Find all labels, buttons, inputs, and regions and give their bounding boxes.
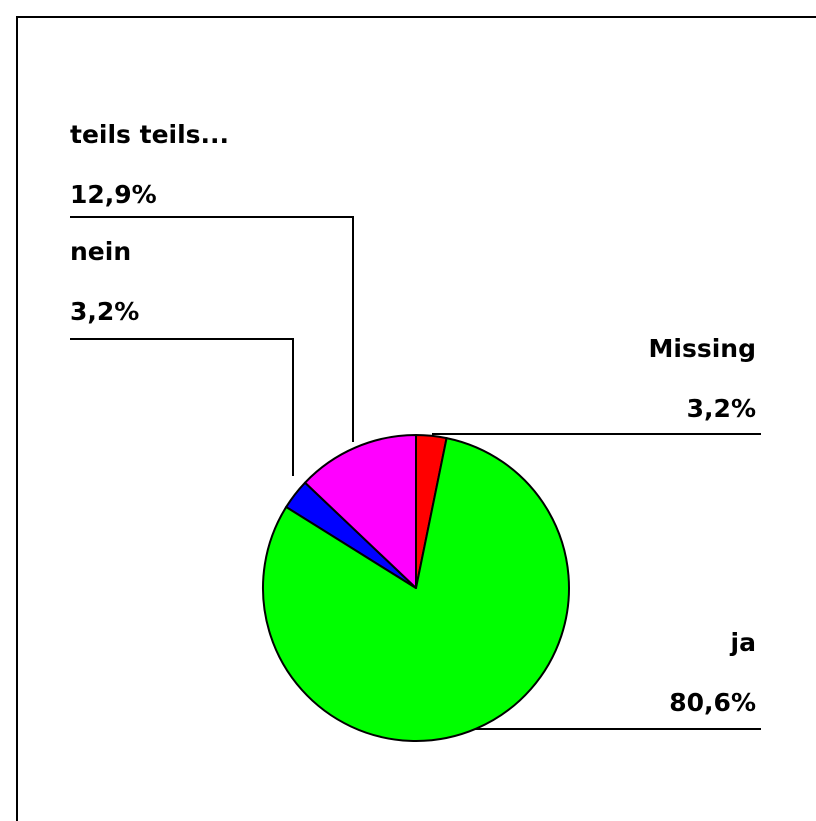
slice-value-ja: 80,6% — [669, 688, 756, 717]
leader-line-nein — [70, 338, 294, 476]
pie-slices — [262, 434, 570, 742]
slice-label-missing: Missing — [649, 334, 756, 363]
slice-value-missing: 3,2% — [687, 394, 756, 423]
leader-line-teils-teils — [70, 216, 354, 442]
slice-value-nein: 3,2% — [70, 297, 139, 326]
slice-label-teils-teils: teils teils... — [70, 120, 229, 149]
pie-slice-teils-teils — [304, 434, 417, 589]
leader-lines — [70, 216, 761, 730]
slice-value-teils-teils: 12,9% — [70, 180, 157, 209]
slice-label-nein: nein — [70, 237, 131, 266]
slice-label-ja: ja — [730, 628, 756, 657]
